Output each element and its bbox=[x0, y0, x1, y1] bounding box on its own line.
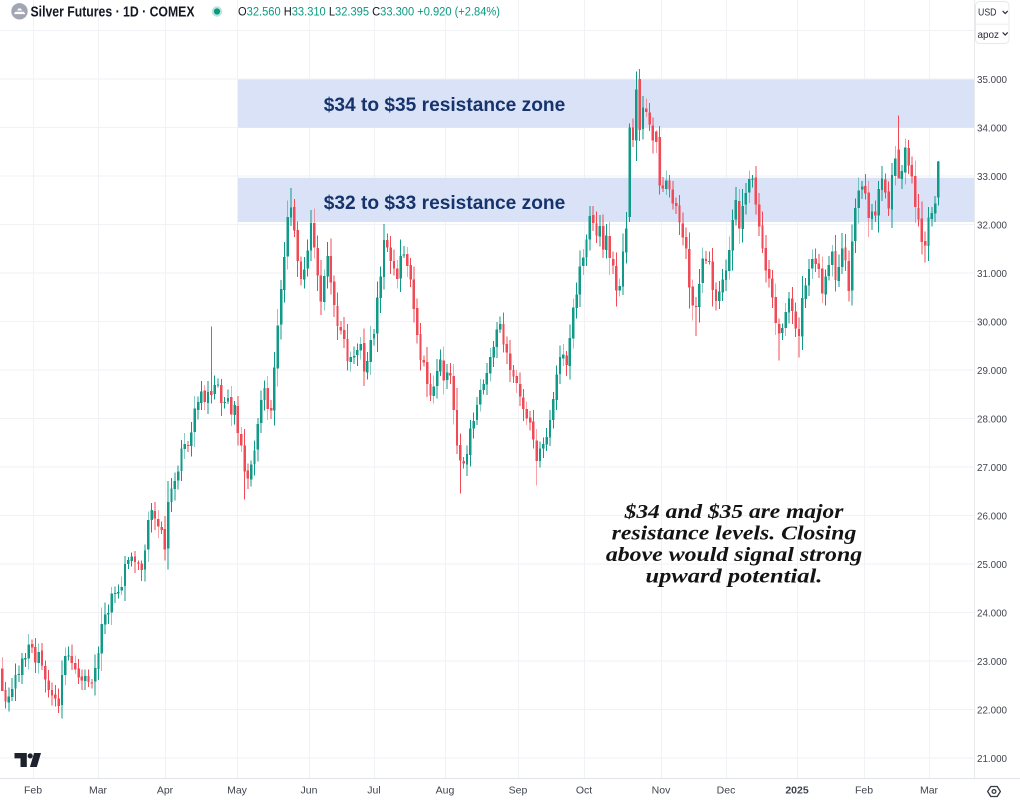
svg-text:above would signal strong: above would signal strong bbox=[606, 544, 862, 566]
svg-text:O32.560 H33.310 L32.395 C33.30: O32.560 H33.310 L32.395 C33.300 +0.920 (… bbox=[238, 6, 500, 18]
svg-text:Aug: Aug bbox=[436, 785, 455, 797]
svg-text:33.000: 33.000 bbox=[977, 171, 1007, 183]
svg-text:Dec: Dec bbox=[717, 785, 736, 797]
svg-text:24.000: 24.000 bbox=[977, 607, 1007, 619]
svg-text:resistance levels. Closing: resistance levels. Closing bbox=[612, 523, 857, 545]
svg-text:Feb: Feb bbox=[24, 785, 42, 797]
svg-text:2025: 2025 bbox=[785, 785, 809, 797]
svg-text:34.000: 34.000 bbox=[977, 122, 1007, 134]
svg-text:30.000: 30.000 bbox=[977, 316, 1007, 328]
svg-text:35.000: 35.000 bbox=[977, 74, 1007, 86]
svg-text:25.000: 25.000 bbox=[977, 559, 1007, 571]
svg-text:28.000: 28.000 bbox=[977, 413, 1007, 425]
svg-text:Silver Futures · 1D · COMEX: Silver Futures · 1D · COMEX bbox=[31, 4, 195, 20]
svg-text:Jun: Jun bbox=[301, 785, 318, 797]
svg-text:31.000: 31.000 bbox=[977, 268, 1007, 280]
svg-text:upward potential.: upward potential. bbox=[646, 566, 823, 588]
svg-text:26.000: 26.000 bbox=[977, 510, 1007, 522]
svg-text:22.000: 22.000 bbox=[977, 704, 1007, 716]
svg-text:apoz: apoz bbox=[978, 29, 1000, 41]
svg-text:Mar: Mar bbox=[920, 785, 939, 797]
svg-text:27.000: 27.000 bbox=[977, 462, 1007, 474]
svg-text:Sep: Sep bbox=[509, 785, 528, 797]
svg-text:32.000: 32.000 bbox=[977, 219, 1007, 231]
svg-text:$32 to $33 resistance zone: $32 to $33 resistance zone bbox=[324, 193, 566, 214]
svg-text:Oct: Oct bbox=[576, 785, 592, 797]
svg-text:29.000: 29.000 bbox=[977, 365, 1007, 377]
svg-text:23.000: 23.000 bbox=[977, 656, 1007, 668]
svg-text:Nov: Nov bbox=[652, 785, 671, 797]
svg-text:21.000: 21.000 bbox=[977, 753, 1007, 765]
svg-text:$34 and $35 are major: $34 and $35 are major bbox=[623, 501, 843, 523]
svg-text:Feb: Feb bbox=[855, 785, 873, 797]
svg-text:Jul: Jul bbox=[367, 785, 380, 797]
svg-text:Apr: Apr bbox=[157, 785, 174, 797]
svg-text:USD: USD bbox=[978, 7, 997, 19]
svg-text:May: May bbox=[227, 785, 248, 797]
svg-text:Mar: Mar bbox=[89, 785, 108, 797]
svg-text:$34 to $35 resistance zone: $34 to $35 resistance zone bbox=[324, 95, 566, 116]
